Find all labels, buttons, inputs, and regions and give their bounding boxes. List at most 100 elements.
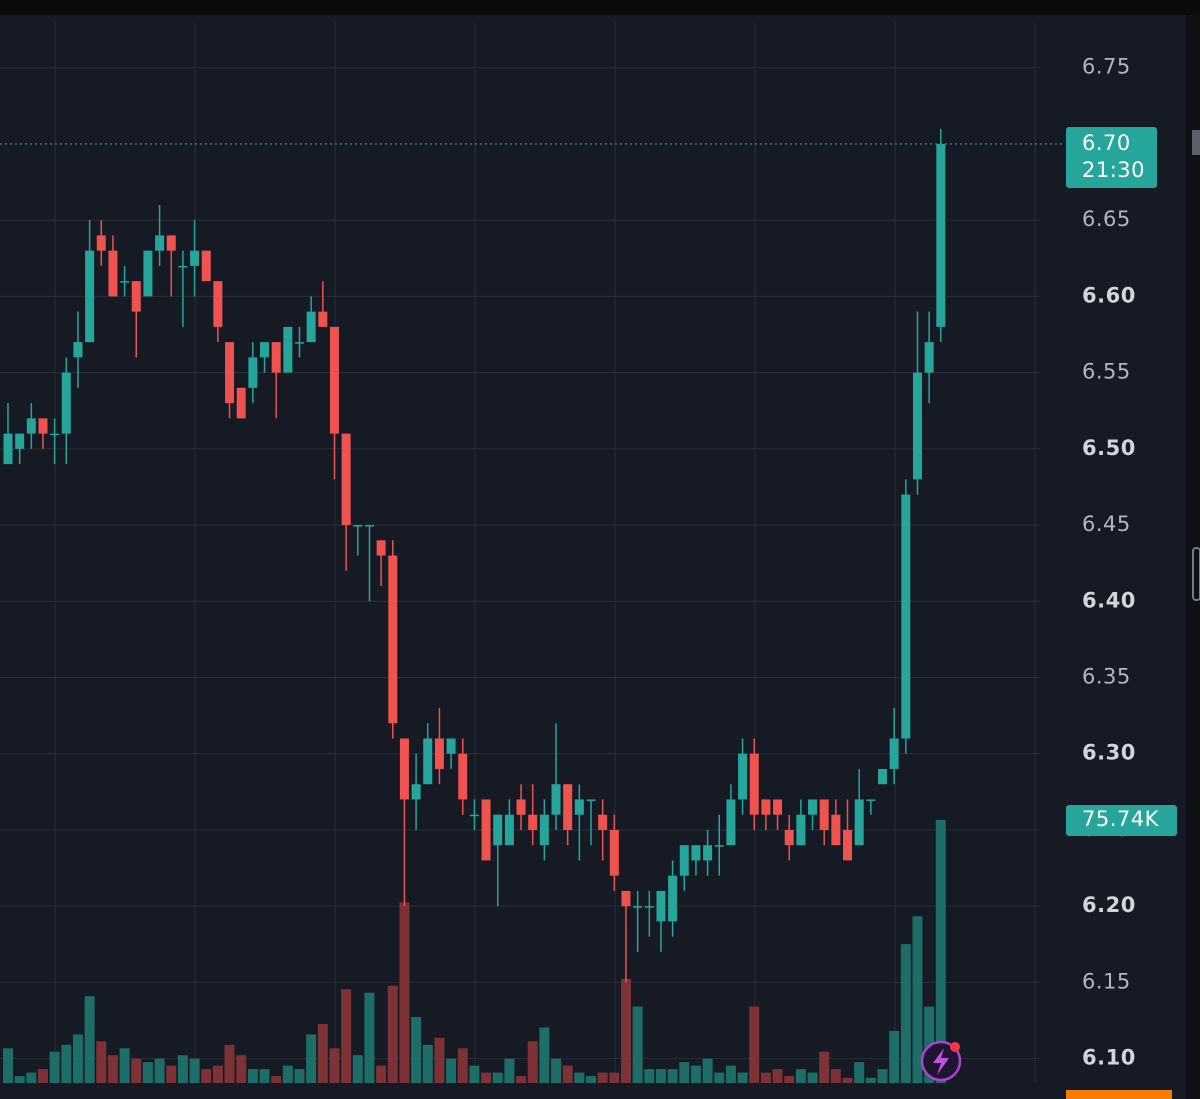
y-tick-label: 6.10 xyxy=(1082,1046,1136,1070)
volume-bar xyxy=(562,1065,573,1083)
candle-body xyxy=(866,799,876,801)
volume-bar xyxy=(376,1065,387,1083)
candle-body xyxy=(318,311,328,327)
candle-body xyxy=(155,235,165,251)
candle-body xyxy=(120,281,130,283)
volume-bar xyxy=(247,1069,258,1083)
volume-bar xyxy=(854,1062,865,1083)
volume-bar xyxy=(166,1065,177,1083)
volume-bar xyxy=(84,996,95,1083)
volume-bar xyxy=(516,1076,527,1083)
volume-bar xyxy=(865,1077,876,1083)
volume-bar xyxy=(411,1017,422,1083)
scroll-handle[interactable] xyxy=(1192,130,1200,155)
volume-bar xyxy=(760,1072,771,1083)
candle-body xyxy=(621,890,631,907)
candle-body xyxy=(341,433,351,526)
candle-body xyxy=(796,814,806,846)
volume-bar xyxy=(725,1065,736,1083)
scroll-tab[interactable] xyxy=(1192,547,1200,601)
volume-bar xyxy=(387,985,398,1083)
volume-bar xyxy=(177,1055,188,1083)
candle-body xyxy=(73,342,83,358)
candle-body xyxy=(901,494,911,739)
candle-body xyxy=(644,906,654,908)
volume-bar xyxy=(772,1069,783,1083)
candle-body xyxy=(295,342,304,344)
volume-bar xyxy=(434,1037,445,1083)
volume-bar xyxy=(329,1048,340,1083)
volume-bar xyxy=(26,1072,37,1083)
candle-body xyxy=(388,555,398,724)
volume-bar xyxy=(655,1069,666,1083)
volume-bar xyxy=(900,944,911,1083)
candle-body xyxy=(213,281,223,327)
bottom-badge[interactable] xyxy=(1066,1090,1172,1099)
volume-bar xyxy=(271,1076,282,1083)
volume-bar xyxy=(620,978,631,1083)
candle-body xyxy=(481,799,491,861)
candle-body xyxy=(306,311,316,343)
candle-body xyxy=(761,799,771,815)
last-price-box xyxy=(1066,126,1157,188)
candle-body xyxy=(714,845,724,847)
candle-body xyxy=(504,814,514,846)
candle-body xyxy=(889,738,899,769)
candle-body xyxy=(773,799,783,815)
volume-bar xyxy=(457,1048,468,1083)
volume-bar xyxy=(422,1044,433,1083)
y-tick-label: 6.60 xyxy=(1082,283,1136,307)
volume-bar xyxy=(189,1058,200,1083)
candle-body xyxy=(108,250,118,297)
volume-bar xyxy=(842,1077,853,1083)
candle-body xyxy=(843,829,853,861)
candle-body xyxy=(15,433,25,449)
volume-bar xyxy=(364,992,375,1083)
last-price-label: 6.70 xyxy=(1082,131,1131,155)
volume-bar xyxy=(830,1069,841,1083)
volume-bar xyxy=(154,1058,165,1083)
candle-body xyxy=(516,799,526,815)
volume-bar xyxy=(889,1030,900,1083)
candle-body xyxy=(248,357,258,388)
candle-body xyxy=(808,799,818,815)
volume-bar xyxy=(341,989,352,1083)
volume-bar xyxy=(212,1065,223,1083)
candle-body xyxy=(458,753,468,800)
candle-body xyxy=(749,753,759,815)
candle-body xyxy=(190,250,200,266)
candle-body xyxy=(85,250,95,343)
candle-body xyxy=(236,387,246,419)
candle-body xyxy=(201,250,211,282)
volume-bar xyxy=(690,1065,701,1083)
volume-bar xyxy=(446,1058,457,1083)
volume-bar xyxy=(3,1048,13,1083)
volume-bar xyxy=(632,1006,643,1083)
candle-body xyxy=(329,326,339,434)
candle-body xyxy=(283,326,293,373)
candle-body xyxy=(178,265,188,268)
candle-body xyxy=(376,540,386,556)
y-tick-label: 6.50 xyxy=(1082,436,1136,460)
volume-bar xyxy=(61,1044,72,1083)
candle-body xyxy=(551,784,561,815)
volume-bar xyxy=(807,1072,818,1083)
candle-body xyxy=(38,418,48,434)
candle-body xyxy=(446,738,456,754)
volume-bar xyxy=(492,1072,503,1083)
alert-icon[interactable] xyxy=(920,1040,962,1082)
volume-bar xyxy=(877,1069,888,1083)
candle-body xyxy=(528,814,538,830)
volume-bar xyxy=(527,1041,538,1083)
candle-body xyxy=(423,738,433,785)
volume-bar xyxy=(294,1069,305,1083)
volume-bar xyxy=(644,1069,655,1083)
candle-body xyxy=(353,525,363,527)
volume-bar xyxy=(72,1034,83,1083)
volume-bar xyxy=(551,1058,562,1083)
candle-body xyxy=(166,235,176,251)
candle-body xyxy=(574,799,584,815)
candle-body xyxy=(703,845,713,861)
top-bar xyxy=(0,0,1200,15)
